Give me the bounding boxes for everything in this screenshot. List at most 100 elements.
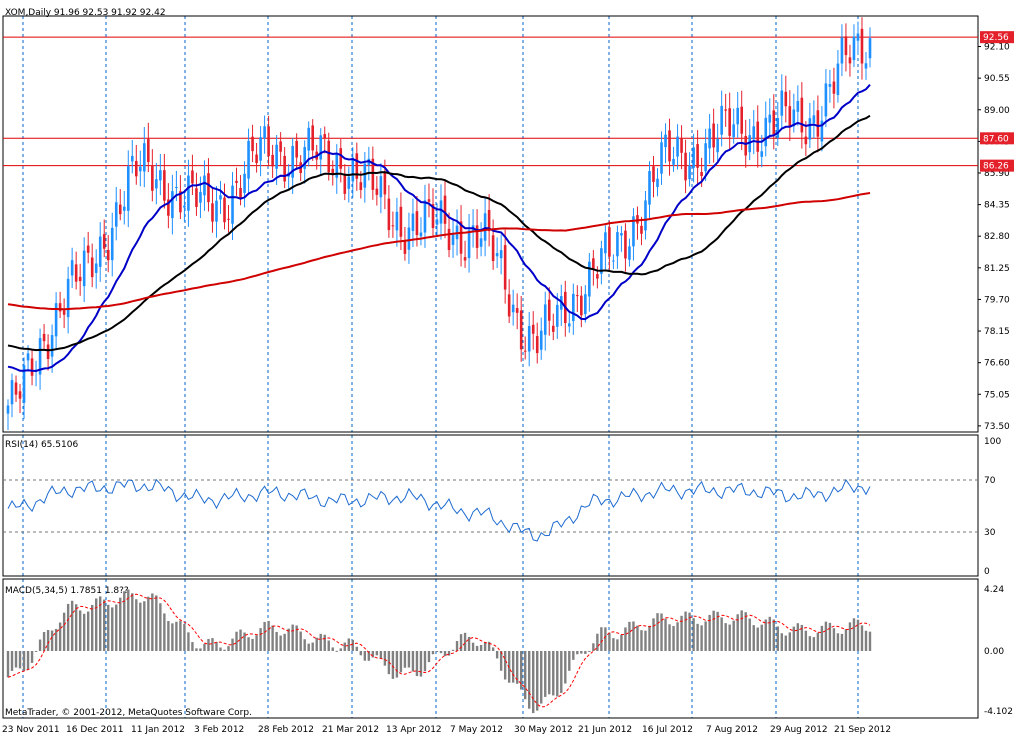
candle-body[interactable]: [543, 304, 547, 335]
candle-body[interactable]: [191, 170, 194, 184]
candle-body[interactable]: [279, 141, 282, 152]
candle-body[interactable]: [547, 299, 551, 321]
candle-body[interactable]: [403, 241, 407, 254]
candle-body[interactable]: [379, 176, 383, 198]
candle-body[interactable]: [459, 221, 463, 254]
candle-body[interactable]: [848, 57, 852, 64]
candle-body[interactable]: [780, 90, 784, 116]
candle-body[interactable]: [106, 249, 110, 261]
candle-body[interactable]: [451, 234, 455, 245]
candle-body[interactable]: [704, 143, 707, 172]
candle-body[interactable]: [82, 250, 86, 287]
candle-body[interactable]: [199, 191, 202, 203]
candle-body[interactable]: [207, 173, 210, 203]
candle-body[interactable]: [54, 303, 58, 337]
candle-body[interactable]: [122, 206, 126, 211]
candle-body[interactable]: [6, 405, 10, 414]
candle-body[interactable]: [110, 227, 114, 261]
candle-body[interactable]: [383, 172, 387, 195]
candle-body[interactable]: [255, 154, 258, 164]
candle-body[interactable]: [712, 123, 715, 148]
candle-body[interactable]: [391, 225, 395, 227]
candle-body[interactable]: [483, 213, 487, 241]
candle-body[interactable]: [94, 263, 98, 273]
price-panel[interactable]: [3, 17, 978, 430]
candle-body[interactable]: [511, 304, 515, 313]
candle-body[interactable]: [323, 134, 327, 139]
candle-body[interactable]: [387, 198, 391, 231]
candle-body[interactable]: [696, 144, 699, 168]
candle-body[interactable]: [604, 232, 607, 254]
candle-body[interactable]: [700, 171, 703, 177]
candle-body[interactable]: [752, 126, 756, 140]
candle-body[interactable]: [179, 191, 182, 213]
candle-body[interactable]: [243, 173, 246, 193]
candle-body[interactable]: [411, 213, 415, 231]
candle-body[interactable]: [319, 135, 323, 160]
candle-body[interactable]: [167, 199, 170, 216]
candle-body[interactable]: [736, 107, 739, 125]
candle-body[interactable]: [307, 127, 310, 151]
candle-body[interactable]: [130, 155, 134, 162]
candle-body[interactable]: [531, 324, 535, 334]
candle-body[interactable]: [668, 130, 671, 162]
candle-body[interactable]: [359, 182, 363, 191]
candle-body[interactable]: [375, 188, 379, 195]
candle-body[interactable]: [535, 336, 539, 354]
candle-body[interactable]: [419, 232, 423, 237]
candle-body[interactable]: [267, 126, 270, 157]
candle-body[interactable]: [155, 179, 158, 189]
candle-body[interactable]: [684, 152, 687, 181]
candle-body[interactable]: [251, 136, 254, 152]
candle-body[interactable]: [728, 108, 731, 136]
candle-body[interactable]: [744, 135, 748, 156]
candle-body[interactable]: [800, 97, 804, 133]
candle-body[interactable]: [467, 230, 471, 259]
candle-body[interactable]: [447, 228, 451, 251]
candle-body[interactable]: [62, 310, 66, 315]
candle-body[interactable]: [804, 136, 808, 145]
candle-body[interactable]: [223, 197, 226, 223]
candle-body[interactable]: [415, 211, 419, 236]
candle-body[interactable]: [503, 245, 507, 290]
candle-body[interactable]: [475, 225, 479, 248]
candle-body[interactable]: [748, 135, 752, 153]
candle-body[interactable]: [852, 36, 856, 61]
candle-body[interactable]: [407, 227, 411, 250]
candle-body[interactable]: [479, 238, 483, 247]
candle-body[interactable]: [692, 147, 695, 168]
candle-body[interactable]: [247, 140, 250, 179]
candle-body[interactable]: [756, 121, 760, 152]
candle-body[interactable]: [732, 124, 735, 138]
candle-body[interactable]: [784, 91, 788, 107]
candle-body[interactable]: [576, 295, 579, 297]
candle-body[interactable]: [10, 380, 14, 405]
candle-body[interactable]: [183, 205, 186, 208]
candle-body[interactable]: [600, 248, 603, 274]
candle-body[interactable]: [612, 260, 615, 262]
candle-body[interactable]: [443, 195, 447, 224]
candle-body[interactable]: [275, 144, 278, 169]
candle-body[interactable]: [38, 338, 42, 375]
candle-body[interactable]: [632, 216, 635, 247]
candle-body[interactable]: [395, 211, 399, 231]
candle-body[interactable]: [487, 209, 491, 232]
candle-body[interactable]: [283, 155, 286, 182]
candle-body[interactable]: [78, 276, 82, 282]
candle-body[interactable]: [792, 109, 796, 127]
candle-body[interactable]: [187, 175, 190, 211]
candle-body[interactable]: [311, 125, 315, 151]
candle-body[interactable]: [716, 138, 719, 153]
candle-body[interactable]: [764, 117, 768, 147]
candle-body[interactable]: [30, 358, 34, 376]
candle-body[interactable]: [495, 253, 499, 257]
candle-body[interactable]: [820, 120, 824, 142]
candle-body[interactable]: [126, 166, 130, 211]
candle-body[interactable]: [519, 310, 523, 350]
candle-body[interactable]: [860, 28, 864, 64]
candle-body[interactable]: [211, 203, 214, 222]
candle-body[interactable]: [303, 147, 306, 169]
candle-body[interactable]: [431, 204, 435, 229]
candle-body[interactable]: [351, 157, 355, 182]
candle-body[interactable]: [259, 137, 262, 161]
